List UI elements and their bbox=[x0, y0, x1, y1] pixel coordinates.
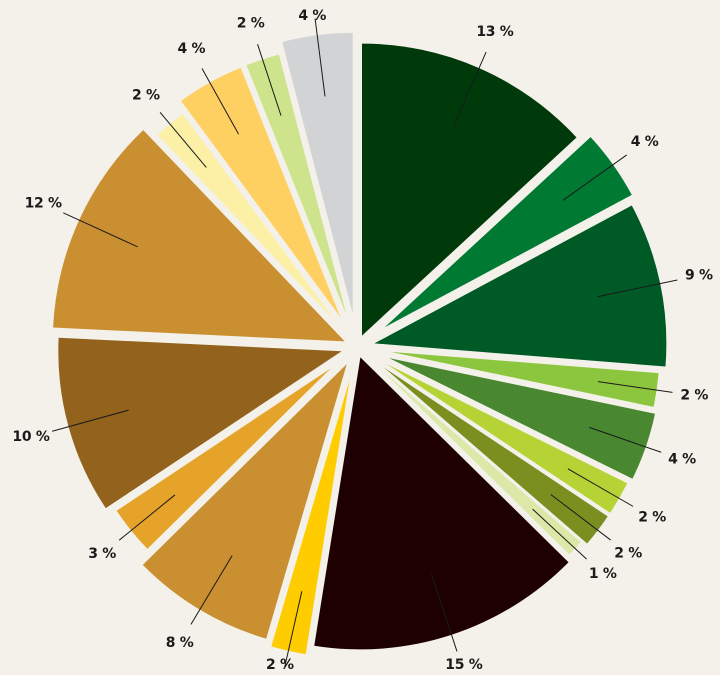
slice-label-2: 4 % bbox=[631, 134, 659, 150]
slice-label-12: 3 % bbox=[88, 546, 116, 562]
pie-slice-3 bbox=[374, 205, 667, 367]
slice-label-11: 8 % bbox=[166, 635, 194, 651]
slice-label-5: 4 % bbox=[668, 451, 696, 467]
slice-label-17: 2 % bbox=[237, 15, 265, 31]
leader-line-16 bbox=[201, 68, 240, 135]
pie-slice-14 bbox=[53, 130, 345, 342]
pie-slice-9 bbox=[314, 357, 569, 650]
leader-line-3 bbox=[597, 279, 678, 298]
leader-line-2 bbox=[562, 154, 628, 201]
leader-line-6 bbox=[567, 468, 634, 507]
leader-line-9 bbox=[430, 573, 458, 652]
slice-label-4: 2 % bbox=[680, 387, 708, 403]
slice-label-3: 9 % bbox=[685, 267, 713, 283]
slice-label-9: 15 % bbox=[445, 657, 482, 673]
slice-label-7: 2 % bbox=[614, 545, 642, 561]
leader-line-12 bbox=[118, 494, 176, 541]
leader-line-10 bbox=[284, 591, 303, 668]
pie-slice-18 bbox=[282, 32, 353, 314]
leader-line-13 bbox=[52, 409, 129, 432]
slice-label-16: 4 % bbox=[177, 41, 205, 57]
pie-slice-4 bbox=[390, 351, 659, 407]
pie-slice-16 bbox=[181, 67, 341, 318]
pie-slice-13 bbox=[58, 337, 342, 509]
leader-line-17 bbox=[257, 44, 282, 116]
pie-slice-6 bbox=[386, 364, 628, 513]
leader-line-8 bbox=[532, 508, 587, 560]
leader-line-5 bbox=[589, 426, 662, 453]
pie-slice-2 bbox=[384, 137, 632, 328]
pie-slice-10 bbox=[271, 380, 350, 655]
slice-label-15: 2 % bbox=[132, 87, 160, 103]
pie-slice-8 bbox=[381, 370, 581, 555]
slice-label-8: 1 % bbox=[589, 566, 617, 582]
slice-label-10: 2 % bbox=[266, 657, 294, 673]
leader-line-14 bbox=[63, 212, 138, 248]
pie-slice-17 bbox=[246, 54, 347, 315]
pie-slice-15 bbox=[157, 114, 336, 321]
leader-line-15 bbox=[159, 111, 207, 168]
pie-slice-11 bbox=[142, 364, 347, 639]
pie-slice-7 bbox=[384, 367, 608, 544]
slice-label-18: 4 % bbox=[298, 8, 326, 24]
pie-slice-1 bbox=[362, 43, 577, 336]
slice-label-6: 2 % bbox=[638, 509, 666, 525]
leader-line-7 bbox=[550, 494, 611, 541]
slice-label-14: 12 % bbox=[25, 196, 62, 212]
leader-line-11 bbox=[190, 555, 233, 625]
slice-label-13: 10 % bbox=[12, 429, 49, 445]
leader-line-4 bbox=[597, 381, 673, 393]
slice-label-1: 13 % bbox=[476, 24, 513, 40]
pie-slice-12 bbox=[116, 368, 331, 549]
leader-line-18 bbox=[314, 18, 326, 97]
pie-slice-5 bbox=[389, 358, 655, 479]
leader-line-1 bbox=[452, 51, 487, 128]
